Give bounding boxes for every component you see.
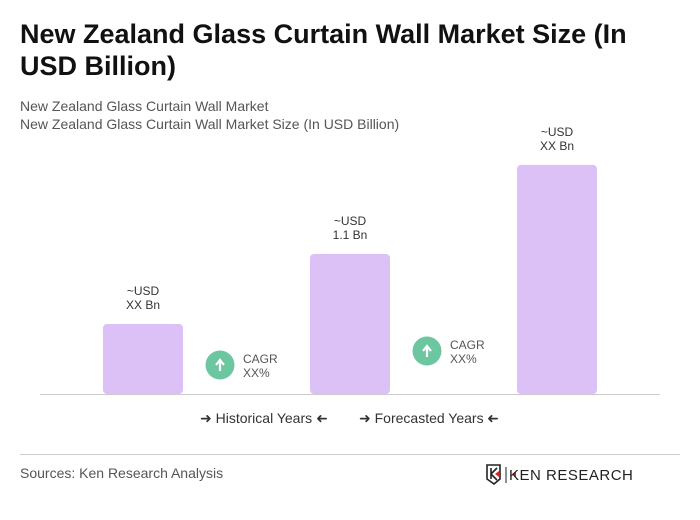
- divider: [20, 454, 680, 455]
- bar: [103, 324, 183, 394]
- cagr-label: CAGR: [243, 352, 278, 366]
- legend-forecasted: ➜ Forecasted Years ➜: [359, 410, 500, 426]
- bar: [310, 254, 390, 394]
- chart-title: New Zealand Glass Curtain Wall Market Si…: [20, 19, 627, 81]
- arrow-up-glyph: [422, 344, 432, 357]
- data-label: XX Bn: [540, 139, 574, 153]
- legend-forecasted-label: Forecasted Years: [374, 410, 484, 426]
- subtitle-2: New Zealand Glass Curtain Wall Market Si…: [20, 116, 400, 132]
- arrow-up-glyph: [215, 358, 225, 371]
- source-text: Sources: Ken Research Analysis: [20, 465, 224, 481]
- cagr-value: XX%: [450, 352, 477, 366]
- cagr-value: XX%: [243, 366, 270, 380]
- legend-historical: ➜ Historical Years ➜: [200, 410, 328, 426]
- bar: [517, 164, 597, 394]
- ken-research-logo: KEN RESEARCH: [486, 463, 656, 492]
- data-label: 1.1 Bn: [333, 228, 368, 242]
- svg-text:KEN RESEARCH: KEN RESEARCH: [509, 467, 633, 484]
- data-label: ~USD: [127, 284, 160, 298]
- legend-historical-label: Historical Years: [215, 410, 313, 426]
- cagr-label: CAGR: [450, 338, 485, 352]
- data-label: ~USD: [334, 214, 367, 228]
- data-label: XX Bn: [126, 298, 160, 312]
- data-label: ~USD: [541, 125, 574, 139]
- subtitle: New Zealand Glass Curtain Wall Market: [20, 98, 269, 114]
